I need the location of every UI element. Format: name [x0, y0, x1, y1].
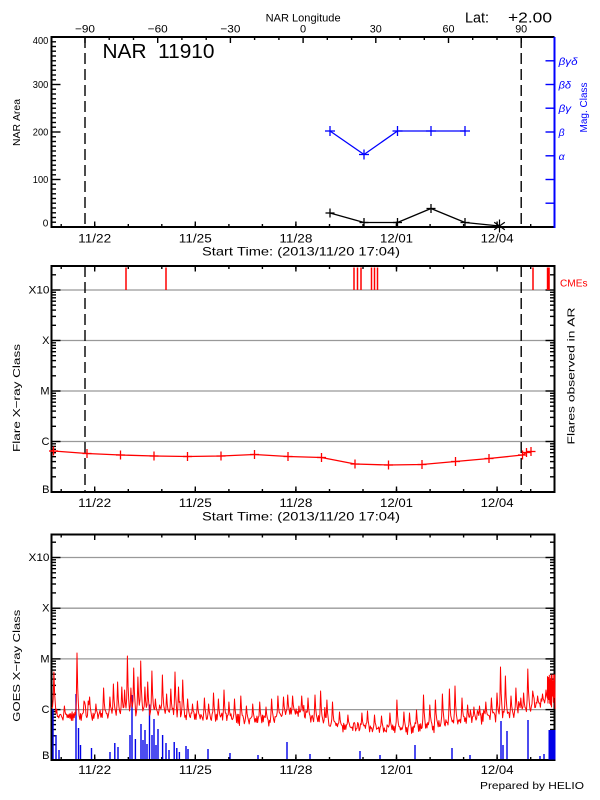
svg-text:Lat:: Lat: [465, 10, 489, 27]
svg-text:Flare X−ray Class: Flare X−ray Class [11, 344, 23, 452]
svg-text:NAR Longitude: NAR Longitude [266, 12, 341, 24]
svg-text:11/25: 11/25 [179, 765, 212, 777]
svg-text:Prepared by HELIO: Prepared by HELIO [480, 780, 584, 792]
svg-text:90: 90 [515, 24, 527, 36]
svg-text:C: C [42, 436, 50, 448]
svg-text:α: α [559, 151, 566, 163]
svg-text:200: 200 [33, 128, 49, 139]
svg-text:300: 300 [33, 80, 49, 91]
svg-text:NAR 11910: NAR 11910 [103, 40, 215, 63]
svg-text:11/28: 11/28 [279, 498, 312, 510]
svg-text:Flares observed in AR: Flares observed in AR [566, 307, 578, 445]
svg-text:−90: −90 [75, 24, 95, 36]
svg-text:−30: −30 [220, 24, 240, 36]
svg-text:−60: −60 [148, 24, 168, 36]
svg-text:M: M [40, 653, 49, 665]
svg-text:0: 0 [43, 218, 49, 229]
svg-text:11/25: 11/25 [179, 498, 212, 510]
svg-text:X: X [42, 603, 50, 615]
svg-text:GOES X−ray Class: GOES X−ray Class [11, 610, 23, 722]
svg-text:11/25: 11/25 [179, 234, 212, 246]
svg-text:60: 60 [443, 24, 455, 36]
svg-text:400: 400 [33, 36, 49, 47]
svg-text:11/28: 11/28 [279, 765, 312, 777]
svg-text:11/22: 11/22 [78, 234, 111, 246]
svg-text:B: B [42, 484, 49, 496]
svg-text:12/01: 12/01 [380, 234, 413, 246]
svg-text:12/01: 12/01 [380, 498, 413, 510]
svg-text:12/04: 12/04 [481, 765, 515, 777]
svg-text:11/22: 11/22 [78, 498, 111, 510]
svg-text:B: B [42, 750, 49, 762]
svg-text:12/04: 12/04 [481, 234, 515, 246]
svg-text:100: 100 [33, 175, 49, 186]
svg-text:Mag. Class: Mag. Class [578, 83, 590, 133]
svg-text:βγ: βγ [557, 103, 571, 115]
svg-text:C: C [42, 704, 50, 716]
svg-text:Start Time: (2013/11/20 17:04): Start Time: (2013/11/20 17:04) [202, 510, 400, 524]
svg-text:βγδ: βγδ [557, 56, 577, 68]
svg-text:X10: X10 [29, 285, 50, 297]
svg-text:12/01: 12/01 [380, 765, 413, 777]
svg-text:X10: X10 [29, 552, 50, 564]
svg-text:11/22: 11/22 [78, 765, 111, 777]
svg-text:+2.00: +2.00 [508, 10, 552, 27]
svg-text:βδ: βδ [558, 80, 572, 92]
svg-text:β: β [558, 127, 565, 139]
svg-text:X: X [42, 335, 50, 347]
svg-text:NAR Area: NAR Area [11, 99, 23, 146]
svg-text:11/28: 11/28 [279, 234, 312, 246]
svg-text:Start Time: (2013/11/20 17:04): Start Time: (2013/11/20 17:04) [202, 245, 400, 259]
svg-text:12/04: 12/04 [481, 498, 515, 510]
svg-text:M: M [40, 386, 49, 398]
svg-text:0: 0 [300, 24, 306, 36]
svg-text:CMEs: CMEs [560, 278, 588, 290]
svg-text:30: 30 [370, 24, 382, 36]
